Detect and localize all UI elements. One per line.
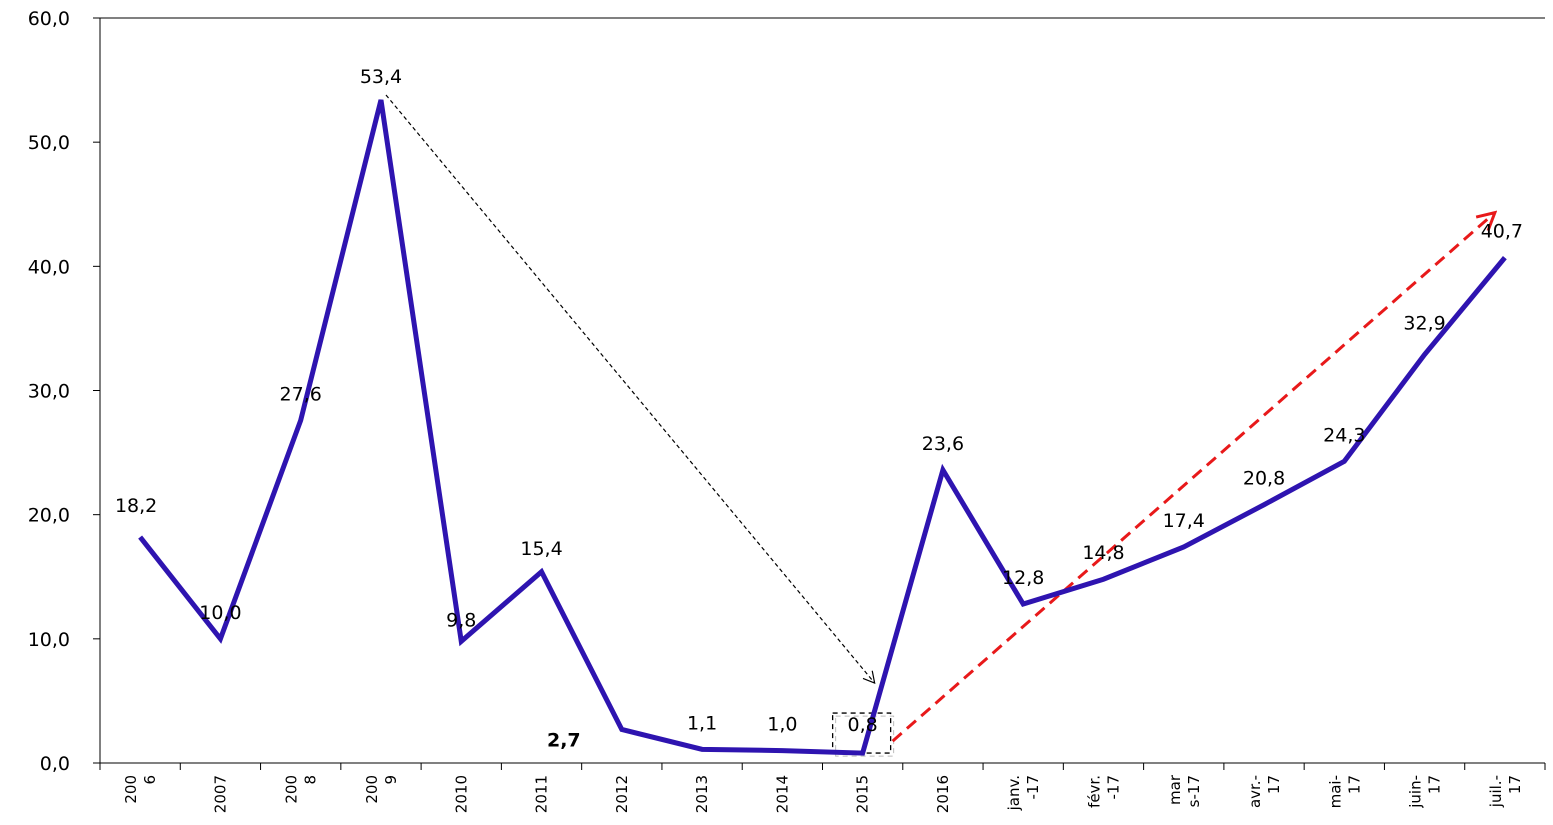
x-tick-label-line: avr.- <box>1246 775 1264 808</box>
x-tick-label-line: 2015 <box>854 775 872 813</box>
data-label: 1,0 <box>767 714 797 736</box>
x-tick-label: 2010 <box>452 775 470 813</box>
x-tick-label-line: s-17 <box>1185 775 1203 807</box>
data-label: 2,7 <box>547 729 581 751</box>
series-layer <box>138 99 1507 756</box>
x-tick-label-line: 2010 <box>452 775 470 813</box>
x-tick-label-line: 2013 <box>693 775 711 813</box>
x-tick-label: 200 6 <box>122 775 159 804</box>
x-tick-label-line: févr. <box>1085 775 1103 808</box>
x-tick-label-line: janv. <box>1005 775 1023 811</box>
x-tick-label-line: 2016 <box>934 775 952 813</box>
x-tick-label-line: 17 <box>1506 775 1524 794</box>
x-tick-label-line: 2014 <box>773 775 791 813</box>
x-tick-label: juin- 17 <box>1407 775 1444 809</box>
x-tick-label-line: 200 <box>363 775 381 804</box>
data-label: 0,8 <box>848 714 878 736</box>
x-tick-label: 200 9 <box>363 775 400 804</box>
data-label: 32,9 <box>1403 312 1445 334</box>
y-tick-label: 0,0 <box>40 753 70 775</box>
x-tick-label-line: 17 <box>1426 775 1444 794</box>
data-label: 17,4 <box>1163 510 1205 532</box>
x-tick-label-line: 2007 <box>211 775 229 813</box>
x-tick-label-line: 2012 <box>613 775 631 813</box>
x-tick-label: 2007 <box>211 775 229 813</box>
x-tick-label: 2013 <box>693 775 711 813</box>
x-tick-label-line: -17 <box>1024 775 1042 800</box>
y-tick-label: 10,0 <box>28 629 70 651</box>
x-tick-label: mai- 17 <box>1326 775 1363 808</box>
x-tick-label-line: 200 <box>122 775 140 804</box>
x-tick-label: avr.- 17 <box>1246 775 1283 808</box>
x-tick-label-line: 9 <box>382 775 400 785</box>
x-tick-label-line: mar <box>1166 774 1184 805</box>
data-label: 1,1 <box>687 712 717 734</box>
x-axis: 200 6 2007 200 8 200 9 2010 2011 2012 2013 2014 2015… <box>99 762 1546 813</box>
y-axis: 0,0 10,0 20,0 30,0 40,0 50,0 60,0 <box>28 8 1545 775</box>
annotations <box>385 94 1495 757</box>
x-tick-label: juil.- 17 <box>1487 775 1524 808</box>
data-label: 24,3 <box>1323 424 1365 446</box>
x-tick-label-line: 6 <box>141 775 159 785</box>
x-tick-label-line: mai- <box>1326 775 1344 808</box>
y-tick-label: 40,0 <box>28 256 70 278</box>
x-tick-label-line: 17 <box>1345 775 1363 794</box>
data-label: 14,8 <box>1082 542 1124 564</box>
data-label: 10,0 <box>199 602 241 624</box>
trend-arrow-black <box>385 94 876 685</box>
data-label: 15,4 <box>520 538 562 560</box>
x-tick-label: 2011 <box>533 775 551 813</box>
y-tick-label: 60,0 <box>28 8 70 30</box>
x-tick-label: 2015 <box>854 775 872 813</box>
x-tick-label: mar s-17 <box>1166 774 1203 807</box>
data-label: 53,4 <box>360 66 402 88</box>
x-tick-label-line: juil.- <box>1487 775 1505 808</box>
x-tick-label-line: 17 <box>1265 775 1283 794</box>
x-tick-label: 200 8 <box>283 775 320 804</box>
x-tick-label-line: 200 <box>283 775 301 804</box>
data-label: 9,8 <box>446 609 476 631</box>
data-labels: 18,2 10,0 27,6 53,4 9,8 15,4 2,7 1,1 1,0 0,8 23,6 1… <box>115 66 1523 752</box>
highlight-box-shadow <box>835 715 895 757</box>
y-tick-label: 50,0 <box>28 132 70 154</box>
x-tick-label-line: -17 <box>1104 775 1122 800</box>
trend-arrow-red <box>891 213 1495 743</box>
x-tick-label: 2012 <box>613 775 631 813</box>
y-tick-label: 20,0 <box>28 505 70 527</box>
series-line <box>138 99 1507 756</box>
data-label: 23,6 <box>922 433 964 455</box>
data-label: 40,7 <box>1481 221 1523 243</box>
x-tick-label-line: 8 <box>302 775 320 785</box>
data-label: 18,2 <box>115 495 157 517</box>
x-tick-label-line: 2011 <box>533 775 551 813</box>
x-tick-label: janv. -17 <box>1005 775 1042 811</box>
x-tick-label: 2016 <box>934 775 952 813</box>
data-label: 27,6 <box>280 383 322 405</box>
x-tick-label: févr. -17 <box>1085 775 1122 808</box>
data-label: 12,8 <box>1002 567 1044 589</box>
data-label: 20,8 <box>1243 468 1285 490</box>
y-tick-label: 30,0 <box>28 381 70 403</box>
x-tick-label-line: juin- <box>1407 775 1425 809</box>
x-tick-label: 2014 <box>773 775 791 813</box>
